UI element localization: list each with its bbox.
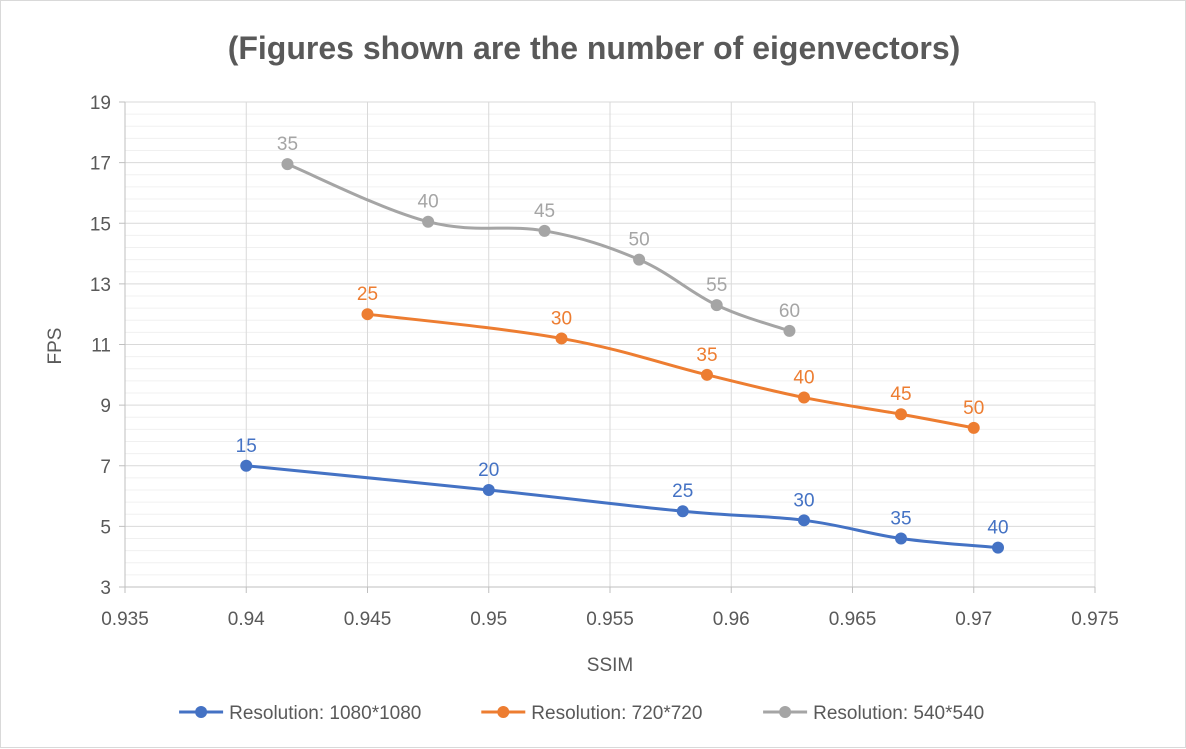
x-tick-label: 0.935 bbox=[101, 609, 149, 630]
data-point-series-1 bbox=[992, 541, 1004, 554]
y-tick-label: 5 bbox=[100, 517, 111, 538]
data-point-series-3 bbox=[710, 299, 723, 312]
data-point-series-1 bbox=[240, 459, 253, 472]
legend-marker bbox=[195, 706, 208, 718]
y-axis-label: FPS bbox=[45, 328, 66, 365]
data-point-series-3 bbox=[538, 224, 551, 237]
series-line-2 bbox=[366, 312, 976, 430]
x-tick-label: 0.955 bbox=[586, 609, 634, 630]
data-point-series-2 bbox=[798, 391, 810, 404]
gridlines bbox=[125, 101, 1096, 587]
y-tick-label: 9 bbox=[100, 396, 111, 417]
legend-marker bbox=[497, 706, 510, 718]
data-point-series-3 bbox=[422, 215, 435, 228]
x-tick-label: 0.96 bbox=[713, 609, 750, 630]
data-point-series-2 bbox=[701, 368, 713, 381]
data-point-series-1 bbox=[676, 505, 689, 518]
data-point-series-1 bbox=[798, 514, 810, 527]
legend-label: Resolution: 720*720 bbox=[531, 703, 702, 724]
data-label-series-3: 45 bbox=[534, 201, 555, 222]
x-tick-label: 0.94 bbox=[228, 609, 265, 630]
data-label-series-1: 30 bbox=[793, 490, 814, 511]
y-tick-label: 15 bbox=[90, 214, 111, 235]
chart-title: (Figures shown are the number of eigenve… bbox=[228, 30, 961, 66]
legend-marker bbox=[779, 706, 792, 718]
legend-entry-1: Resolution: 1080*1080 bbox=[179, 703, 421, 724]
x-tick-label: 0.97 bbox=[955, 609, 992, 630]
y-tick-label: 19 bbox=[90, 93, 111, 114]
axes bbox=[119, 101, 1096, 593]
y-tick-label: 17 bbox=[90, 154, 111, 175]
x-tick-label: 0.945 bbox=[344, 609, 392, 630]
data-label-series-3: 50 bbox=[629, 230, 650, 251]
data-label-series-1: 35 bbox=[890, 509, 911, 530]
data-label-series-2: 40 bbox=[793, 368, 814, 389]
data-label-series-3: 55 bbox=[706, 275, 727, 296]
y-tick-label: 7 bbox=[100, 457, 111, 478]
y-tick-label: 13 bbox=[90, 275, 111, 296]
data-point-series-1 bbox=[895, 532, 907, 545]
y-tick-label: 3 bbox=[100, 578, 111, 599]
data-point-series-2 bbox=[967, 421, 980, 434]
data-point-series-1 bbox=[482, 484, 495, 496]
data-label-series-1: 20 bbox=[478, 460, 499, 481]
series-group bbox=[240, 158, 1004, 554]
data-label-series-3: 60 bbox=[779, 301, 800, 322]
data-label-series-2: 35 bbox=[696, 345, 717, 366]
data-point-series-2 bbox=[555, 332, 568, 345]
legend-entry-2: Resolution: 720*720 bbox=[481, 703, 702, 724]
data-label-series-3: 35 bbox=[277, 134, 298, 155]
legend-entry-3: Resolution: 540*540 bbox=[763, 703, 984, 724]
legend: Resolution: 1080*1080 Resolution: 720*720… bbox=[179, 703, 984, 724]
x-tick-label: 0.95 bbox=[470, 609, 507, 630]
legend-label: Resolution: 540*540 bbox=[813, 703, 984, 724]
x-tick-label: 0.965 bbox=[829, 609, 877, 630]
data-point-series-2 bbox=[361, 308, 374, 321]
data-labels: 15 20 25 30 35 40 25 30 35 40 45 50 35 40 45 50 55 60 bbox=[236, 134, 1009, 538]
x-axis-label: SSIM bbox=[587, 655, 633, 676]
data-point-series-2 bbox=[895, 408, 907, 421]
data-point-series-3 bbox=[783, 324, 796, 337]
data-label-series-2: 50 bbox=[963, 398, 984, 419]
legend-label: Resolution: 1080*1080 bbox=[229, 703, 421, 724]
data-label-series-2: 45 bbox=[890, 384, 911, 405]
data-point-series-3 bbox=[281, 158, 294, 171]
data-label-series-1: 40 bbox=[987, 518, 1008, 539]
data-label-series-1: 25 bbox=[672, 481, 693, 502]
y-tick-label: 11 bbox=[91, 336, 111, 357]
data-label-series-1: 15 bbox=[236, 436, 257, 457]
data-label-series-2: 25 bbox=[357, 284, 378, 305]
data-label-series-2: 30 bbox=[551, 308, 572, 329]
tick-labels: 0.935 0.94 0.945 0.95 0.955 0.96 0.965 0.97 0.97… bbox=[90, 93, 1119, 630]
x-tick-label: 0.975 bbox=[1071, 609, 1119, 630]
data-point-series-3 bbox=[633, 253, 646, 266]
data-label-series-3: 40 bbox=[418, 192, 439, 213]
